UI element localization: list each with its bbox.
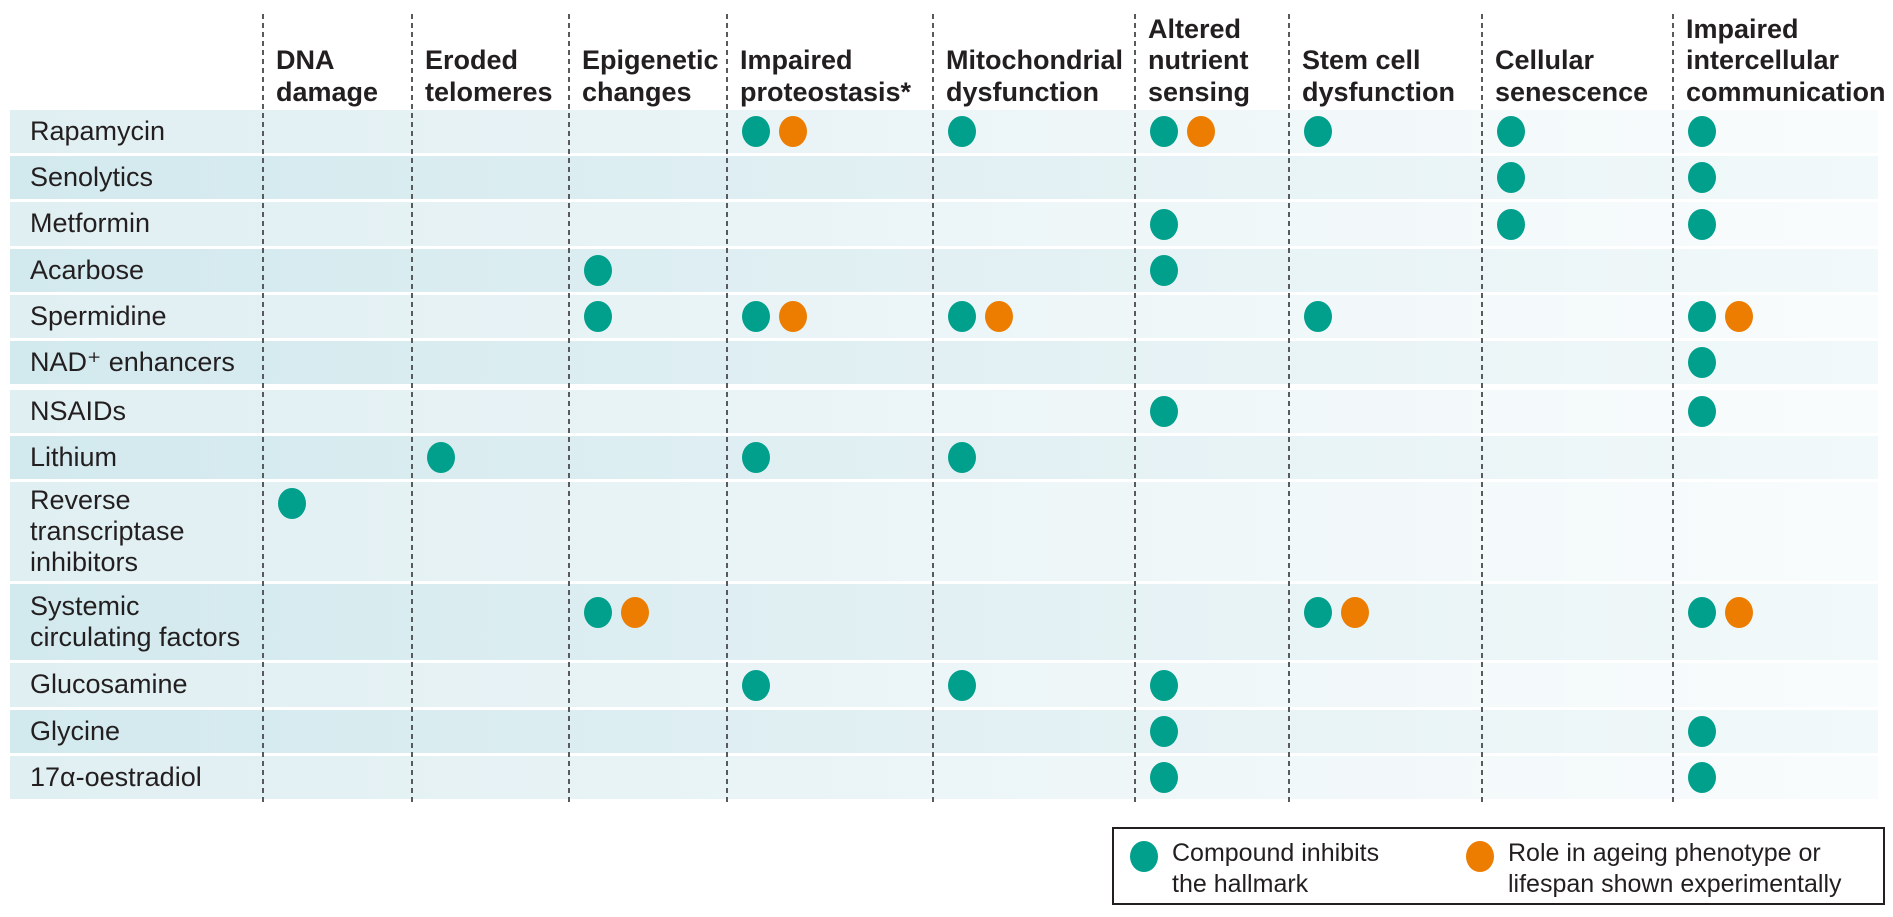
- inhibit-dot-icon: [742, 442, 770, 473]
- row-label: Spermidine: [30, 300, 167, 331]
- column-separator: [1672, 14, 1674, 806]
- legend-item-experimental: Role in ageing phenotype or lifespan sho…: [1466, 838, 1842, 900]
- inhibit-dot-icon: [584, 596, 612, 628]
- column-separator: [932, 14, 934, 806]
- inhibit-dot-icon: [948, 669, 976, 701]
- inhibit-dot-icon: [1688, 208, 1716, 240]
- column-header-9: Impaired intercellular communication: [1686, 14, 1886, 107]
- experimental-dot-icon: [621, 596, 649, 628]
- experimental-dot-icon: [779, 116, 807, 147]
- inhibit-dot-icon: [584, 255, 612, 286]
- row-label: Glycine: [30, 715, 121, 746]
- row-label: Acarbose: [30, 254, 145, 285]
- row-band: Reverse transcriptase inhibitors: [10, 482, 1878, 581]
- column-header-2: Eroded telomeres: [425, 45, 553, 107]
- row-band: Metformin: [10, 202, 1878, 246]
- inhibit-dot-icon: [1688, 162, 1716, 193]
- column-separator: [1288, 14, 1290, 806]
- teal-dot-icon: [1130, 841, 1158, 872]
- row-label: NSAIDs: [30, 395, 127, 426]
- row-label: Senolytics: [30, 161, 154, 192]
- column-header-3: Epigenetic changes: [582, 45, 719, 107]
- inhibit-dot-icon: [1150, 396, 1178, 427]
- column-separator: [1134, 14, 1136, 806]
- inhibit-dot-icon: [1688, 301, 1716, 332]
- row-band: Glucosamine: [10, 663, 1878, 707]
- row-band: Spermidine: [10, 295, 1878, 338]
- legend-label-inhibit: Compound inhibits the hallmark: [1172, 839, 1380, 898]
- inhibit-dot-icon: [1688, 716, 1716, 747]
- column-header-4: Impaired proteostasis*: [740, 45, 912, 107]
- inhibit-dot-icon: [742, 116, 770, 147]
- column-header-1: DNA damage: [276, 45, 379, 107]
- experimental-dot-icon: [1725, 301, 1753, 332]
- inhibit-dot-icon: [1150, 116, 1178, 147]
- row-label: Reverse transcriptase inhibitors: [30, 484, 185, 578]
- column-header-8: Cellular senescence: [1495, 45, 1649, 107]
- inhibit-dot-icon: [1497, 162, 1525, 193]
- inhibit-dot-icon: [742, 669, 770, 701]
- row-label: Systemic circulating factors: [30, 590, 241, 652]
- column-header-5: Mitochondrial dysfunction: [946, 45, 1123, 107]
- experimental-dot-icon: [1187, 116, 1215, 147]
- inhibit-dot-icon: [1497, 116, 1525, 147]
- inhibit-dot-icon: [948, 116, 976, 147]
- inhibit-dot-icon: [1688, 396, 1716, 427]
- orange-dot-icon: [1466, 841, 1494, 872]
- inhibit-dot-icon: [1688, 596, 1716, 628]
- row-band: Glycine: [10, 710, 1878, 753]
- inhibit-dot-icon: [584, 301, 612, 332]
- row-band: NAD⁺ enhancers: [10, 341, 1878, 384]
- column-separator: [726, 14, 728, 806]
- inhibit-dot-icon: [1688, 762, 1716, 793]
- column-separator: [568, 14, 570, 806]
- inhibit-dot-icon: [742, 301, 770, 332]
- legend-label-experimental: Role in ageing phenotype or lifespan sho…: [1508, 839, 1842, 898]
- column-header-7: Stem cell dysfunction: [1302, 45, 1455, 107]
- inhibit-dot-icon: [278, 487, 306, 519]
- inhibit-dot-icon: [1688, 116, 1716, 147]
- row-label: Metformin: [30, 208, 151, 239]
- row-band: 17α-oestradiol: [10, 756, 1878, 799]
- row-band: Lithium: [10, 436, 1878, 479]
- column-separator: [262, 14, 264, 806]
- row-label: NAD⁺ enhancers: [30, 346, 235, 377]
- inhibit-dot-icon: [1304, 301, 1332, 332]
- experimental-dot-icon: [985, 301, 1013, 332]
- experimental-dot-icon: [1341, 596, 1369, 628]
- column-separator: [1481, 14, 1483, 806]
- inhibit-dot-icon: [1150, 716, 1178, 747]
- inhibit-dot-icon: [1688, 347, 1716, 378]
- column-header-6: Altered nutrient sensing: [1148, 14, 1251, 107]
- experimental-dot-icon: [1725, 596, 1753, 628]
- inhibit-dot-icon: [1304, 116, 1332, 147]
- inhibit-dot-icon: [948, 301, 976, 332]
- row-band: Systemic circulating factors: [10, 584, 1878, 660]
- legend-item-inhibit: Compound inhibits the hallmark: [1130, 838, 1379, 900]
- inhibit-dot-icon: [1150, 669, 1178, 701]
- inhibit-dot-icon: [1150, 255, 1178, 286]
- row-band: Senolytics: [10, 156, 1878, 199]
- inhibit-dot-icon: [1497, 208, 1525, 240]
- row-label: Rapamycin: [30, 115, 166, 146]
- inhibit-dot-icon: [427, 442, 455, 473]
- experimental-dot-icon: [779, 301, 807, 332]
- row-band: NSAIDs: [10, 390, 1878, 433]
- column-separator: [411, 14, 413, 806]
- row-band: Rapamycin: [10, 110, 1878, 153]
- row-label: Glucosamine: [30, 669, 188, 700]
- inhibit-dot-icon: [1304, 596, 1332, 628]
- row-label: 17α-oestradiol: [30, 761, 202, 792]
- row-label: Lithium: [30, 441, 118, 472]
- inhibit-dot-icon: [948, 442, 976, 473]
- inhibit-dot-icon: [1150, 762, 1178, 793]
- row-band: Acarbose: [10, 249, 1878, 292]
- legend-box: Compound inhibits the hallmark Role in a…: [1112, 827, 1885, 905]
- inhibit-dot-icon: [1150, 208, 1178, 240]
